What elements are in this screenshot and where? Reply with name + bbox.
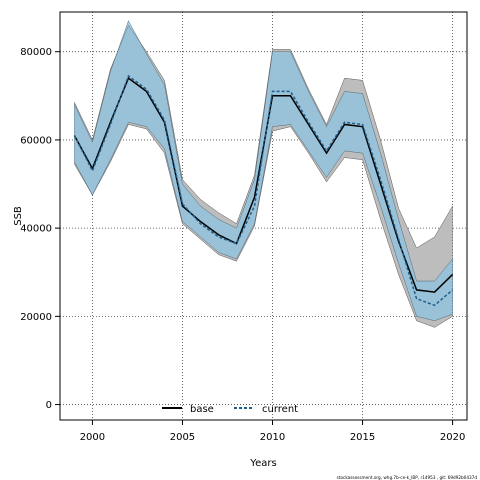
y-tick-label: 40000 — [20, 224, 52, 235]
y-axis: 0 20000 40000 60000 80000 — [20, 47, 60, 411]
footnote: stockassessment.org, whg.7b-ce-k_IBP, r1… — [337, 475, 478, 480]
base-upper-bound — [74, 24, 453, 249]
x-axis-label: Years — [249, 458, 276, 469]
x-tick-label: 2005 — [170, 432, 195, 443]
current-band — [74, 20, 453, 321]
x-tick-label: 2010 — [260, 432, 285, 443]
x-axis: 2000 2005 2010 2015 2020 — [80, 420, 465, 443]
legend-base-label: base — [190, 404, 214, 415]
base-lower-bound — [74, 124, 453, 328]
y-tick-label: 0 — [46, 400, 52, 411]
series-lines — [73, 74, 454, 307]
current-upper-bound — [74, 20, 453, 282]
current-line — [73, 74, 454, 307]
confidence-bands — [74, 20, 453, 328]
x-tick-label: 2000 — [80, 432, 105, 443]
x-tick-label: 2020 — [440, 432, 465, 443]
y-tick-label: 20000 — [20, 312, 52, 323]
y-tick-label: 80000 — [20, 47, 52, 58]
current-lower-bound — [74, 121, 453, 322]
legend-current-label: current — [262, 404, 298, 415]
y-axis-label: SSB — [13, 206, 24, 226]
plot-frame — [59, 11, 468, 421]
legend: base current — [162, 404, 298, 415]
x-tick-label: 2015 — [350, 432, 375, 443]
y-tick-label: 60000 — [20, 135, 52, 146]
